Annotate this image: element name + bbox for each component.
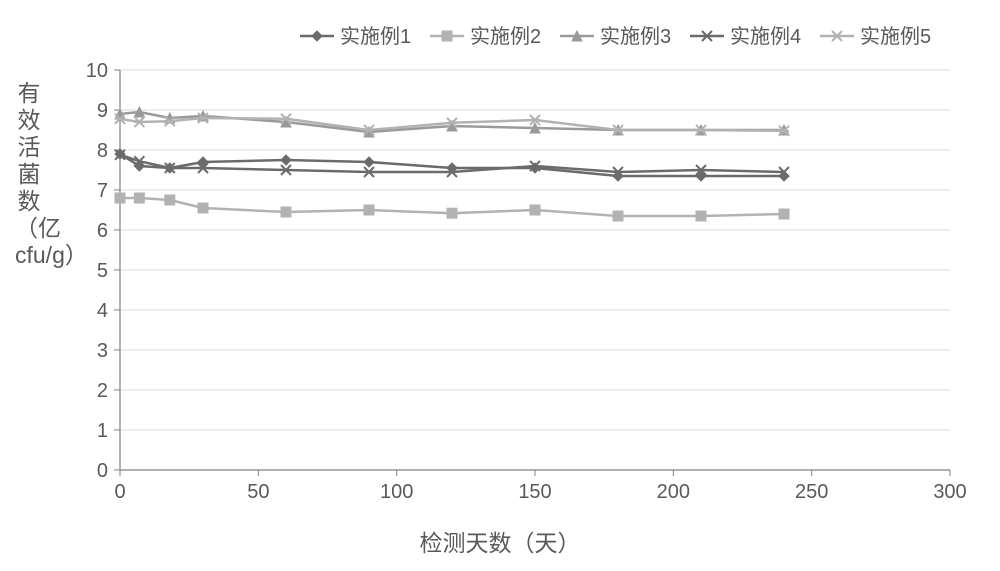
y-tick-label: 3 xyxy=(97,340,108,362)
x-tick-label: 200 xyxy=(657,481,690,503)
legend-label: 实施例4 xyxy=(730,25,801,48)
y-tick-label: 8 xyxy=(97,140,108,162)
x-tick-label: 150 xyxy=(518,481,551,503)
y-tick-label: 2 xyxy=(97,380,108,402)
y-tick-label: 10 xyxy=(86,60,108,82)
legend-label: 实施例3 xyxy=(600,25,671,48)
y-tick-label: 4 xyxy=(97,300,108,322)
legend-label: 实施例1 xyxy=(340,25,411,48)
y-axis-title: 有效活菌数（亿cfu/g） xyxy=(15,80,43,269)
x-tick-label: 50 xyxy=(247,481,269,503)
y-tick-label: 5 xyxy=(97,260,108,282)
y-tick-label: 1 xyxy=(97,420,108,442)
x-axis-title: 检测天数（天） xyxy=(0,524,1000,558)
y-tick-label: 0 xyxy=(97,460,108,482)
x-tick-label: 100 xyxy=(380,481,413,503)
legend-label: 实施例2 xyxy=(470,25,541,48)
x-tick-label: 300 xyxy=(933,481,966,503)
x-tick-label: 0 xyxy=(114,481,125,503)
y-tick-label: 6 xyxy=(97,220,108,242)
x-tick-label: 250 xyxy=(795,481,828,503)
legend-label: 实施例5 xyxy=(860,25,931,48)
line-chart: 0 50 100 150 200 250 300 0 1 2 3 4 5 6 7 8 9 10 实施例1 实施例2 实施… xyxy=(0,0,1000,566)
y-tick-label: 9 xyxy=(97,100,108,122)
y-tick-label: 7 xyxy=(97,180,108,202)
